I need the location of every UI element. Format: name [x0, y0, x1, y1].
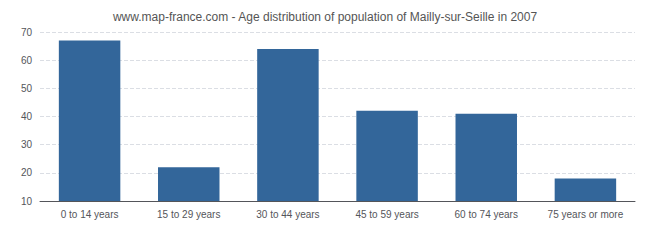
- svg-text:30 to 44 years: 30 to 44 years: [256, 209, 319, 220]
- svg-text:60 to 74 years: 60 to 74 years: [455, 209, 518, 220]
- svg-text:70: 70: [21, 27, 33, 38]
- svg-text:20: 20: [21, 167, 33, 178]
- svg-text:75 years or more: 75 years or more: [548, 209, 624, 220]
- svg-text:15 to 29 years: 15 to 29 years: [157, 209, 220, 220]
- svg-text:40: 40: [21, 111, 33, 122]
- svg-text:10: 10: [21, 196, 33, 207]
- svg-text:0 to 14 years: 0 to 14 years: [61, 209, 119, 220]
- svg-text:50: 50: [21, 83, 33, 94]
- svg-text:45 to 59 years: 45 to 59 years: [355, 209, 418, 220]
- svg-text:www.map-france.com - Age distr: www.map-france.com - Age distribution of…: [112, 10, 538, 24]
- svg-text:30: 30: [21, 139, 33, 150]
- svg-text:60: 60: [21, 55, 33, 66]
